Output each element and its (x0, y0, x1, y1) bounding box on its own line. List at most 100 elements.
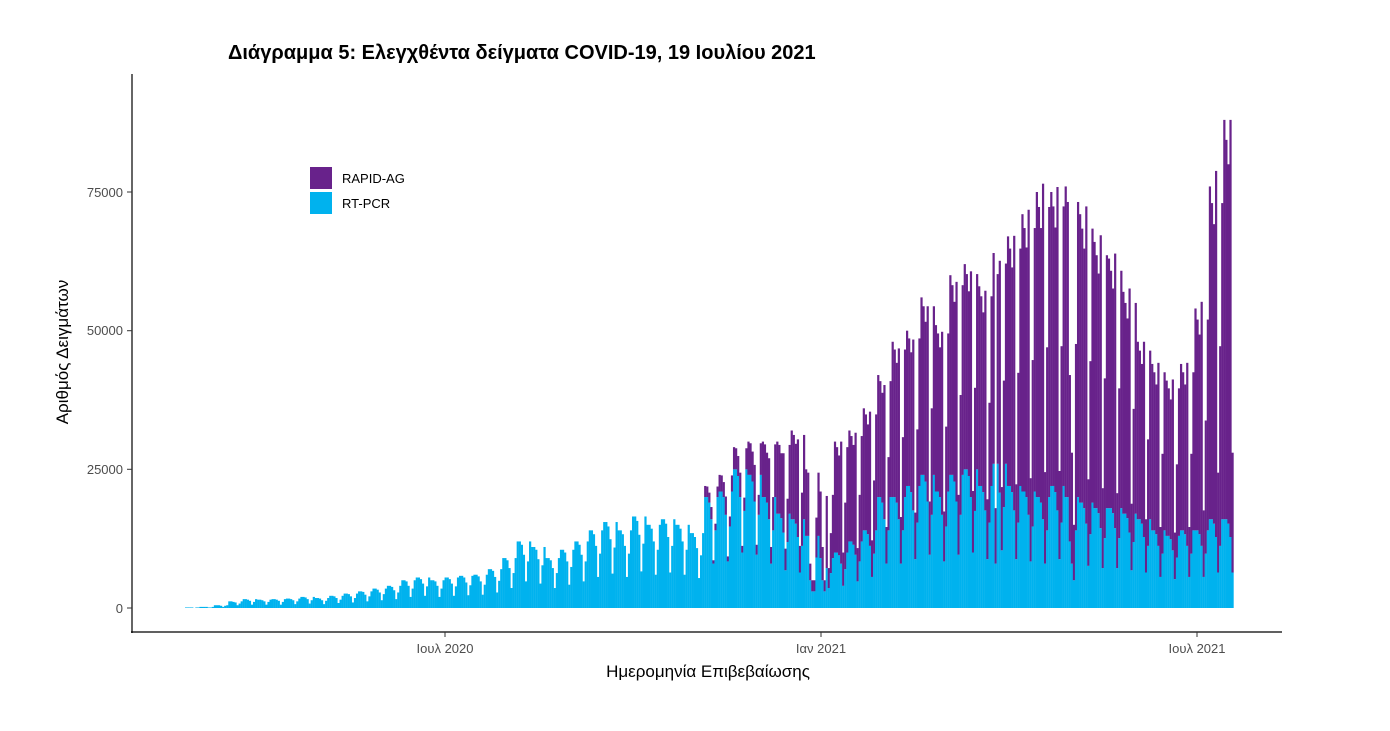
bar-rt-pcr (345, 593, 348, 608)
bar-rapid-ag (747, 441, 750, 475)
bar-rt-pcr (916, 522, 919, 608)
bar-rt-pcr (1095, 508, 1098, 608)
bar-rapid-ag (848, 430, 851, 542)
bar-rapid-ag (1182, 372, 1185, 531)
bar-rapid-ag (821, 546, 824, 581)
bar-rt-pcr (419, 579, 423, 608)
bar-rapid-ag (1202, 510, 1205, 577)
bar-rt-pcr (1138, 519, 1141, 608)
bar-rt-pcr (386, 585, 390, 608)
bar-rapid-ag (941, 331, 944, 515)
bar-rt-pcr (1004, 463, 1008, 608)
bar-rt-pcr (1000, 550, 1003, 608)
bar-rt-pcr (1179, 530, 1183, 608)
bar-rapid-ag (1091, 228, 1094, 503)
bar-rapid-ag (889, 381, 892, 498)
bar-rt-pcr (716, 497, 719, 608)
bar-rt-pcr (875, 530, 878, 608)
bar-rt-pcr (203, 606, 206, 608)
bar-rt-pcr (469, 585, 472, 608)
bar-rapid-ag (1155, 384, 1158, 535)
bar-rapid-ag (916, 429, 919, 523)
bar-rt-pcr (930, 514, 933, 608)
bar-rapid-ag (912, 339, 915, 511)
bar-rt-pcr (1159, 576, 1162, 608)
bar-rt-pcr (545, 558, 548, 608)
bar-rapid-ag (850, 436, 853, 542)
bar-rt-pcr (780, 518, 783, 608)
bar-rt-pcr (1109, 508, 1113, 608)
bar-rapid-ag (936, 333, 940, 492)
bar-rt-pcr (302, 596, 305, 608)
bar-rt-pcr (829, 573, 832, 608)
x-tick-label: Ιαν 2021 (796, 641, 846, 656)
bar-rt-pcr (372, 588, 375, 608)
bar-rt-pcr (207, 607, 210, 608)
bar-rt-pcr (238, 603, 241, 608)
bar-rt-pcr (611, 573, 614, 608)
bar-rt-pcr (761, 497, 765, 608)
bars-group (185, 119, 1234, 608)
bar-rt-pcr (1149, 519, 1152, 608)
bar-rapid-ag (757, 494, 760, 515)
bar-rapid-ag (1167, 388, 1170, 536)
bar-rt-pcr (568, 584, 571, 608)
bar-rt-pcr (500, 569, 503, 608)
bar-rt-pcr (306, 599, 309, 608)
bar-rt-pcr (279, 604, 282, 608)
bar-rt-pcr (980, 485, 983, 608)
bar-rt-pcr (1225, 519, 1228, 608)
bar-rt-pcr (1044, 563, 1047, 608)
bar-rt-pcr (988, 522, 991, 608)
bar-rapid-ag (1013, 235, 1016, 511)
bar-rt-pcr (201, 606, 204, 608)
bar-rt-pcr (327, 598, 330, 608)
bar-rt-pcr (1035, 497, 1038, 608)
legend-swatch-rapid-ag (310, 167, 332, 189)
bar-rapid-ag (943, 511, 946, 562)
bar-rapid-ag (844, 502, 847, 570)
bar-rapid-ag (856, 548, 859, 582)
bar-rt-pcr (636, 520, 639, 608)
legend-label-rt-pcr: RT-PCR (342, 196, 390, 211)
bar-rt-pcr (557, 558, 561, 608)
bar-rt-pcr (537, 559, 540, 608)
bar-rt-pcr (1105, 508, 1109, 608)
bar-rapid-ag (796, 439, 800, 537)
bar-rapid-ag (1083, 248, 1086, 509)
bar-rt-pcr (461, 575, 464, 608)
bar-rapid-ag (842, 552, 845, 586)
bar-rt-pcr (463, 577, 466, 608)
bar-rt-pcr (1182, 530, 1185, 608)
bar-rt-pcr (561, 549, 565, 608)
bar-rapid-ag (883, 385, 886, 520)
bar-rt-pcr (1097, 513, 1100, 608)
bar-rapid-ag (1029, 478, 1032, 562)
bar-rapid-ag (918, 338, 921, 486)
bar-rt-pcr (564, 552, 567, 608)
bar-rapid-ag (786, 498, 789, 542)
bar-rt-pcr (310, 600, 313, 608)
bar-rt-pcr (811, 591, 814, 608)
bar-rt-pcr (840, 563, 843, 608)
bar-rt-pcr (786, 541, 789, 608)
bar-rapid-ag (1068, 375, 1071, 542)
bar-rt-pcr (943, 561, 946, 608)
bar-rapid-ag (982, 312, 985, 493)
bar-rapid-ag (1169, 399, 1172, 540)
bar-rt-pcr (401, 580, 404, 608)
bar-rt-pcr (292, 600, 295, 608)
bar-rapid-ag (1044, 472, 1047, 564)
bar-rt-pcr (341, 595, 344, 608)
bar-rapid-ag (870, 540, 874, 577)
bar-rapid-ag (1103, 378, 1106, 539)
bar-rt-pcr (901, 530, 905, 608)
bar-rt-pcr (1192, 530, 1195, 608)
bar-rt-pcr (1219, 545, 1222, 608)
bar-rt-pcr (211, 606, 214, 608)
bar-rapid-ag (1219, 346, 1222, 546)
bar-rapid-ag (827, 568, 830, 589)
bar-rapid-ag (996, 274, 999, 464)
bar-rapid-ag (800, 492, 804, 546)
bar-rapid-ag (906, 330, 909, 486)
